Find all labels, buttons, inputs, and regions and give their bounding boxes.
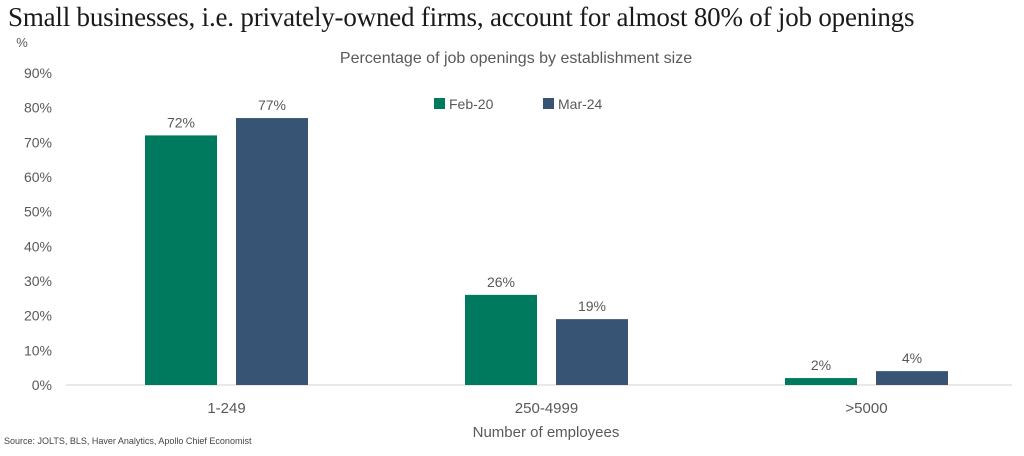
source-note: Source: JOLTS, BLS, Haver Analytics, Apo… [4, 436, 252, 446]
y-tick-label: 10% [24, 342, 52, 358]
data-label: 2% [811, 357, 831, 373]
bar-mar24 [876, 371, 948, 385]
y-tick-label: 40% [24, 238, 52, 254]
x-axis: 1-249 250-4999 >5000 [207, 400, 887, 417]
bar-mar24 [236, 118, 308, 386]
data-label: 72% [167, 114, 195, 130]
y-tick-label: 80% [24, 100, 52, 116]
data-label: 4% [902, 350, 922, 366]
bar-feb20 [785, 378, 857, 385]
x-tick-label: 250-4999 [515, 400, 578, 417]
legend: Feb-20 Mar-24 [434, 96, 603, 112]
chart-headline: Small businesses, i.e. privately-owned f… [8, 2, 915, 32]
bar-feb20 [145, 135, 217, 385]
y-axis: 0% 10% 20% 30% 40% 50% 60% 70% 80% 90% [24, 65, 52, 393]
x-axis-label: Number of employees [473, 424, 620, 441]
data-label: 77% [258, 97, 286, 113]
y-tick-label: 0% [32, 377, 52, 393]
legend-swatch-feb20 [434, 98, 445, 109]
legend-swatch-mar24 [543, 98, 554, 109]
data-label: 26% [487, 274, 515, 290]
bar-mar24 [556, 319, 628, 385]
y-tick-label: 70% [24, 134, 52, 150]
bars-group: 72% 77% 26% 19% 2% 4% [145, 97, 948, 386]
y-tick-label: 60% [24, 169, 52, 185]
y-tick-label: 20% [24, 308, 52, 324]
chart-title: Percentage of job openings by establishm… [340, 50, 692, 67]
legend-label: Mar-24 [558, 96, 603, 112]
y-tick-label: 50% [24, 204, 52, 220]
y-tick-label: 30% [24, 273, 52, 289]
bar-feb20 [465, 294, 537, 385]
y-tick-label: 90% [24, 65, 52, 81]
data-label: 19% [578, 298, 606, 314]
x-tick-label: 1-249 [207, 400, 245, 417]
x-tick-label: >5000 [845, 400, 887, 417]
y-axis-unit: % [16, 35, 28, 50]
legend-label: Feb-20 [449, 96, 494, 112]
